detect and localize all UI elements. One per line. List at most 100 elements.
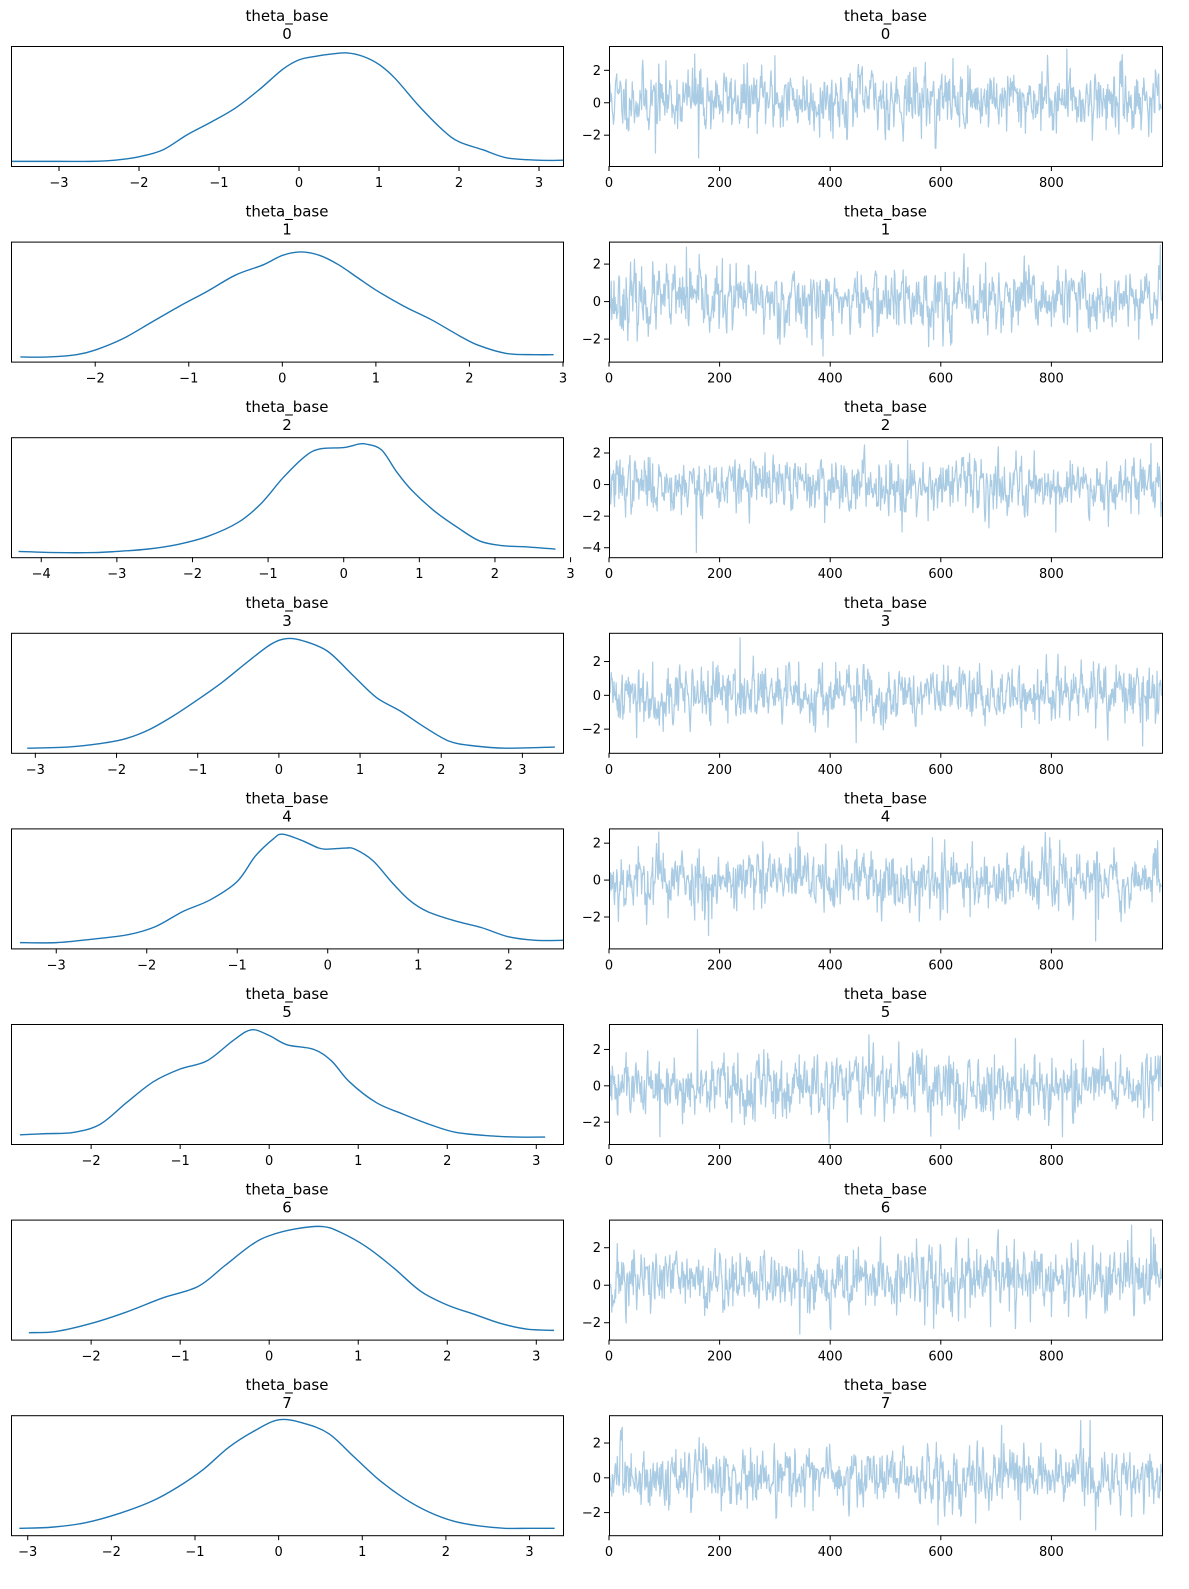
axes-frame: [11, 241, 564, 363]
x-tick-label: 3: [535, 176, 543, 191]
y-tick-label: 0: [593, 96, 601, 111]
x-tick-label: 800: [1039, 958, 1064, 973]
panel-subtitle: 0: [282, 25, 292, 43]
kde-density-line: [11, 52, 563, 163]
x-tick-label: 600: [928, 372, 953, 387]
x-tick-label: 0: [605, 1350, 613, 1365]
kde-density-line: [19, 1028, 546, 1138]
x-tick-label: 800: [1039, 1545, 1064, 1560]
y-tick-label: 2: [593, 837, 601, 852]
x-tick-label: −3: [26, 763, 45, 778]
x-tick-label: 0: [265, 1154, 273, 1169]
y-tick-label: −2: [582, 1506, 601, 1521]
panel-subtitle: 2: [881, 416, 891, 434]
y-tick-label: 2: [593, 64, 601, 79]
x-tick-label: 400: [818, 958, 843, 973]
x-tick-label: 400: [818, 176, 843, 191]
y-tick-label: 0: [593, 295, 601, 310]
y-tick-label: 2: [593, 446, 601, 461]
panel-title: theta_base: [246, 203, 329, 222]
x-tick-label: −2: [86, 372, 105, 387]
x-tick-label: 800: [1039, 567, 1064, 582]
x-tick-label: 600: [928, 176, 953, 191]
x-tick-label: 400: [818, 567, 843, 582]
x-tick-label: 0: [278, 372, 286, 387]
mcmc-trace-line: [609, 831, 1162, 942]
x-tick-label: 2: [505, 958, 513, 973]
x-tick-label: 1: [356, 763, 364, 778]
axes-frame: [609, 46, 1163, 167]
panel-subtitle: 0: [881, 25, 891, 43]
mcmc-trace-line: [609, 244, 1162, 357]
x-tick-label: 800: [1039, 763, 1064, 778]
x-tick-label: 400: [818, 1545, 843, 1560]
axes-frame: [11, 1219, 564, 1341]
panel-title: theta_base: [844, 1181, 927, 1200]
axes-frame: [609, 1415, 1163, 1537]
y-tick-label: 2: [593, 1437, 601, 1452]
y-tick-label: 0: [593, 689, 601, 704]
kde-density-line: [20, 833, 563, 944]
x-tick-label: 0: [605, 958, 613, 973]
axes-frame: [609, 632, 1163, 754]
x-tick-label: 800: [1039, 176, 1064, 191]
axes-frame: [609, 828, 1163, 950]
x-tick-label: 2: [442, 1545, 450, 1560]
y-tick-label: 0: [593, 1471, 601, 1486]
x-tick-label: 3: [525, 1545, 533, 1560]
panel-subtitle: 7: [282, 1394, 292, 1412]
kde-density-line: [28, 1225, 555, 1334]
x-tick-label: 2: [443, 1350, 451, 1365]
y-tick-label: 0: [593, 1279, 601, 1294]
y-tick-label: 0: [593, 1079, 601, 1094]
x-tick-label: 0: [605, 176, 613, 191]
x-tick-label: −2: [82, 1350, 101, 1365]
x-tick-label: −1: [171, 1154, 190, 1169]
x-tick-label: 0: [324, 958, 332, 973]
x-tick-label: 600: [928, 1350, 953, 1365]
x-tick-label: 200: [707, 1545, 732, 1560]
x-tick-label: −1: [171, 1350, 190, 1365]
y-tick-label: 2: [593, 1241, 601, 1256]
x-tick-label: 600: [928, 1545, 953, 1560]
x-tick-label: 200: [707, 763, 732, 778]
panel-subtitle: 5: [881, 1003, 891, 1021]
y-tick-label: −2: [582, 723, 601, 738]
panel-subtitle: 2: [282, 416, 292, 434]
x-tick-label: 0: [274, 1545, 282, 1560]
x-tick-label: −2: [107, 763, 126, 778]
x-tick-label: 1: [354, 1350, 362, 1365]
axes-frame: [609, 437, 1163, 559]
mcmc-trace-line: [609, 1224, 1162, 1335]
panel-title: theta_base: [844, 398, 927, 417]
x-tick-label: 200: [707, 567, 732, 582]
axes-frame: [11, 1024, 564, 1145]
x-tick-label: 0: [605, 372, 613, 387]
y-tick-label: 2: [593, 655, 601, 670]
panel-subtitle: 6: [282, 1199, 292, 1217]
x-tick-label: 400: [818, 763, 843, 778]
x-tick-label: −2: [102, 1545, 121, 1560]
x-tick-label: −3: [18, 1545, 37, 1560]
x-tick-label: −1: [179, 372, 198, 387]
panel-title: theta_base: [246, 594, 329, 613]
x-tick-label: −1: [185, 1545, 204, 1560]
panel-subtitle: 4: [881, 807, 891, 825]
x-tick-label: 1: [375, 176, 383, 191]
axes-frame: [11, 46, 564, 167]
x-tick-label: 3: [559, 372, 567, 387]
panel-subtitle: 1: [282, 221, 292, 239]
x-tick-label: 600: [928, 1154, 953, 1169]
